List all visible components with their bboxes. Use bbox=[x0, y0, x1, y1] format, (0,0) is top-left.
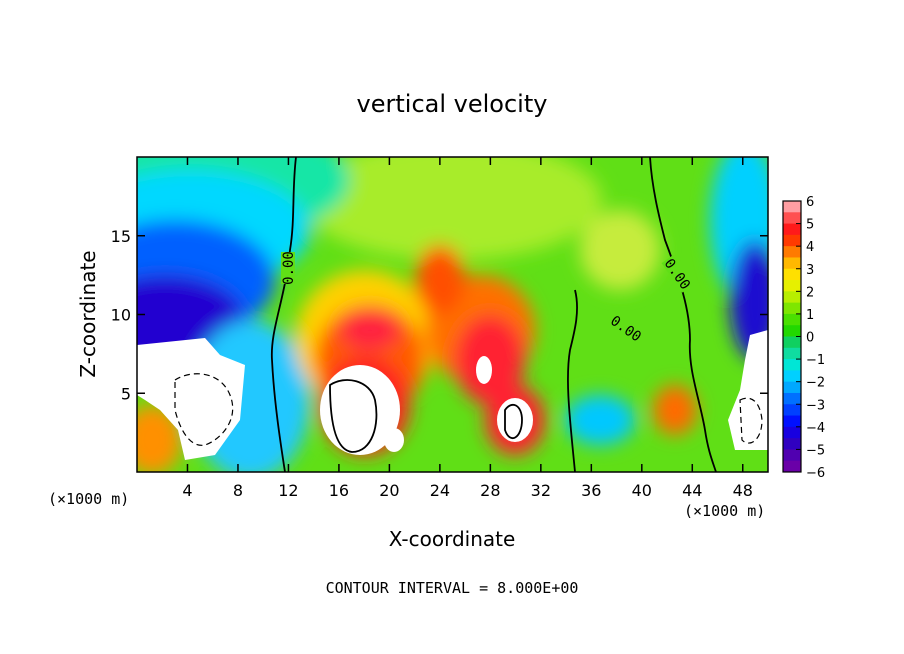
x-tick-label: 16 bbox=[329, 481, 349, 500]
colorbar: 6 5 4 3 2 1 0 −1 −2 −3 −4 −5 −6 bbox=[782, 195, 825, 481]
colorbar-swatch bbox=[783, 438, 801, 450]
colorbar-swatch bbox=[783, 325, 801, 337]
y-tick-label: 15 bbox=[111, 227, 131, 246]
colorbar-swatch bbox=[783, 449, 801, 462]
colorbar-label: −3 bbox=[806, 398, 825, 413]
colorbar-label: −6 bbox=[806, 466, 825, 481]
colorbar-label: −2 bbox=[806, 376, 825, 391]
colorbar-swatch bbox=[783, 336, 801, 349]
x-axis-label: X-coordinate bbox=[389, 527, 516, 551]
y-axis-label: Z-coordinate bbox=[76, 250, 100, 377]
dashed-contours bbox=[174, 373, 763, 446]
svg-text:0.00: 0.00 bbox=[281, 251, 297, 285]
y-tick-label: 5 bbox=[121, 384, 131, 403]
colorbar-swatch bbox=[783, 223, 801, 236]
x-tick-label: 4 bbox=[182, 481, 192, 500]
x-tick-label: 8 bbox=[233, 481, 243, 500]
colorbar-swatch bbox=[783, 415, 801, 428]
colorbar-swatch bbox=[783, 212, 801, 225]
colorbar-swatch bbox=[783, 426, 801, 439]
x-tick-label: 40 bbox=[632, 481, 652, 500]
colorbar-swatch bbox=[783, 291, 801, 304]
x-tick-label: 44 bbox=[682, 481, 702, 500]
x-tick-label: 36 bbox=[581, 481, 601, 500]
x-tick-label: 28 bbox=[480, 481, 500, 500]
colorbar-label: 0 bbox=[806, 331, 814, 346]
colorbar-label: 1 bbox=[806, 308, 814, 323]
plot-area bbox=[137, 157, 768, 472]
x-unit-label-right: (×1000 m) bbox=[684, 502, 765, 520]
chart-title: vertical velocity bbox=[357, 90, 548, 118]
colorbar-swatch bbox=[783, 302, 801, 315]
y-tick-label: 10 bbox=[111, 306, 131, 325]
colorbar-swatch bbox=[783, 404, 801, 417]
colorbar-swatch bbox=[783, 257, 801, 270]
colorbar-swatch bbox=[783, 313, 801, 326]
x-tick-label: 32 bbox=[531, 481, 551, 500]
colorbar-label: 3 bbox=[806, 263, 814, 278]
contour-label-left: 0.00 bbox=[281, 251, 297, 285]
x-tick-label: 20 bbox=[379, 481, 399, 500]
footer-contour-interval: CONTOUR INTERVAL = 8.000E+00 bbox=[326, 579, 579, 597]
colorbar-label: 5 bbox=[806, 218, 814, 233]
colorbar-swatch bbox=[783, 359, 801, 371]
colorbar-label: 4 bbox=[806, 240, 814, 255]
colorbar-label: −1 bbox=[806, 353, 825, 368]
colorbar-swatch bbox=[783, 392, 801, 405]
colorbar-swatch bbox=[783, 370, 801, 383]
colorbar-swatch bbox=[783, 460, 801, 473]
white-cores bbox=[137, 330, 768, 460]
colorbar-swatch bbox=[783, 201, 801, 213]
colorbar-label: −4 bbox=[806, 421, 825, 436]
colorbar-swatch bbox=[783, 246, 801, 258]
colorbar-label: 2 bbox=[806, 285, 814, 300]
x-tick-label: 48 bbox=[733, 481, 753, 500]
colorbar-swatch bbox=[783, 234, 801, 247]
colorbar-swatch bbox=[783, 381, 801, 394]
colorbar-label: −5 bbox=[806, 443, 825, 458]
x-axis-ticks: 4 8 12 16 20 24 28 32 36 40 44 48 bbox=[182, 157, 753, 500]
y-axis-ticks: 5 10 15 bbox=[111, 227, 768, 403]
x-unit-label-left: (×1000 m) bbox=[48, 490, 129, 508]
x-tick-label: 12 bbox=[278, 481, 298, 500]
contour-lines bbox=[270, 157, 717, 472]
colorbar-swatch bbox=[783, 268, 801, 281]
colorbar-swatch bbox=[783, 280, 801, 292]
colorbar-label: 6 bbox=[806, 195, 814, 210]
x-tick-label: 24 bbox=[430, 481, 450, 500]
colorbar-swatch bbox=[783, 347, 801, 360]
